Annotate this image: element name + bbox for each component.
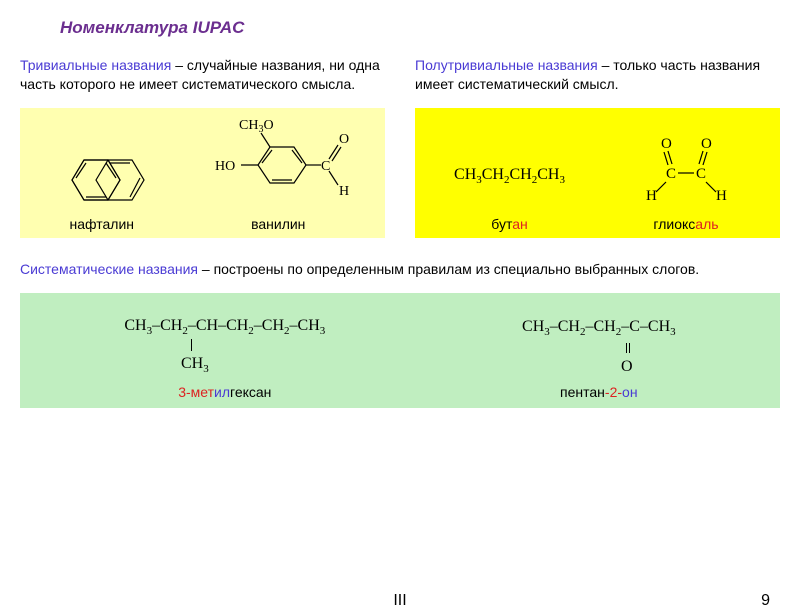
svg-text:O: O [661, 136, 672, 152]
glyoxal-pre: глиокс [653, 216, 695, 232]
vanillin-c: C [321, 159, 330, 174]
svg-text:C: C [696, 166, 706, 182]
glyoxal-structure: C C O O H H [631, 130, 741, 210]
butane-label: бутан [491, 216, 528, 232]
pentanone-label: пентан-2-он [560, 384, 638, 400]
footer-page-number: 9 [761, 592, 770, 610]
naphthalene-block: нафталин [52, 150, 152, 232]
methylhexane-formula: CH3–CH2–CH–CH2–CH2–CH3 CH3 [124, 317, 325, 376]
footer-page-roman: III [393, 592, 406, 610]
vanillin-h: H [339, 184, 349, 199]
vanillin-ch3o: CH3O [239, 118, 274, 135]
methylhexane-label: 3-метилгексан [178, 384, 271, 400]
vanillin-structure: CH3O HO C O H [203, 115, 353, 210]
mh-mid: ил [214, 384, 230, 400]
trivial-term: Тривиальные названия [20, 57, 171, 73]
box-trivial: нафталин CH3O HO C O [20, 108, 385, 238]
mh-post: гексан [230, 384, 271, 400]
systematic-rest: – построены по определенным правилам из … [198, 261, 699, 277]
pentanone-formula: CH3–CH2–CH2–C–CH3 O [522, 318, 676, 375]
systematic-definition: Систематические названия – построены по … [20, 260, 780, 279]
pn-pre: пентан [560, 384, 605, 400]
butane-pre: бут [491, 216, 512, 232]
boxes-row-1: нафталин CH3O HO C O [20, 108, 780, 238]
vanillin-ho: HO [215, 159, 235, 174]
vanillin-label: ванилин [251, 216, 305, 232]
page-title: Номенклатура IUPAC [60, 18, 780, 38]
semitrivial-definition: Полутривиальные названия – только часть … [415, 56, 780, 94]
box-systematic: CH3–CH2–CH–CH2–CH2–CH3 CH3 3-метилгексан… [20, 293, 780, 408]
naphthalene-structure [52, 150, 152, 210]
mh-pre: 3-мет [178, 384, 214, 400]
semitrivial-term: Полутривиальные названия [415, 57, 598, 73]
pn-mid: -2- [605, 384, 622, 400]
glyoxal-label: глиоксаль [653, 216, 718, 232]
svg-text:O: O [701, 136, 712, 152]
pn-post: он [622, 384, 638, 400]
butane-suf: ан [512, 216, 528, 232]
butane-formula: CH3CH2CH2CH3 [454, 166, 565, 186]
vanillin-block: CH3O HO C O H ванилин [203, 115, 353, 232]
pentanone-block: CH3–CH2–CH2–C–CH3 O пентан-2-он [522, 318, 676, 399]
definitions-row: Тривиальные названия – случайные названи… [20, 56, 780, 94]
methylhexane-block: CH3–CH2–CH–CH2–CH2–CH3 CH3 3-метилгексан [124, 317, 325, 400]
glyoxal-block: C C O O H H глиоксаль [631, 130, 741, 232]
svg-text:H: H [646, 188, 657, 204]
trivial-definition: Тривиальные названия – случайные названи… [20, 56, 385, 94]
naphthalene-label: нафталин [70, 216, 135, 232]
butane-block: CH3CH2CH2CH3 бутан [454, 166, 565, 232]
systematic-term: Систематические названия [20, 261, 198, 277]
svg-text:H: H [716, 188, 727, 204]
svg-text:C: C [666, 166, 676, 182]
box-semitrivial: CH3CH2CH2CH3 бутан C C O O H H [415, 108, 780, 238]
glyoxal-suf: аль [695, 216, 718, 232]
vanillin-o: O [339, 132, 349, 147]
